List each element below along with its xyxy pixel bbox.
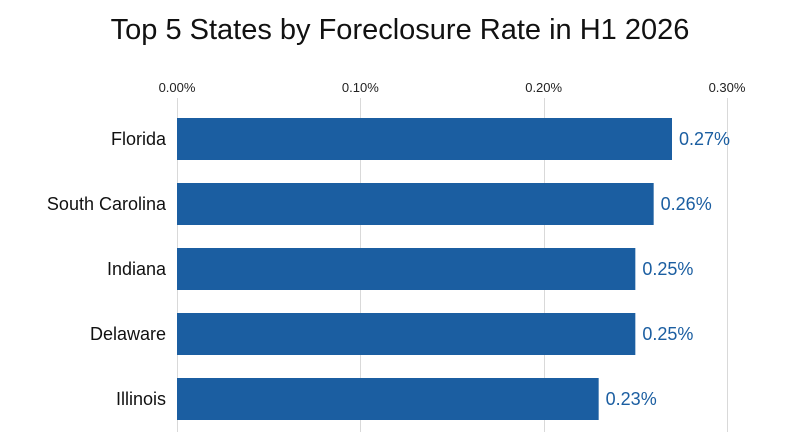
x-tick-label: 0.00% — [159, 80, 196, 95]
x-axis-ticks: 0.00% 0.10% 0.20% 0.30% — [159, 80, 746, 95]
bars — [177, 118, 672, 420]
category-label: South Carolina — [47, 194, 167, 214]
chart-title: Top 5 States by Foreclosure Rate in H1 2… — [110, 14, 690, 46]
bar — [177, 313, 636, 355]
data-label: 0.25% — [642, 324, 693, 344]
category-label: Florida — [111, 129, 167, 149]
bar — [177, 378, 599, 420]
category-label: Illinois — [116, 389, 166, 409]
data-label: 0.25% — [642, 259, 693, 279]
category-label: Delaware — [90, 324, 166, 344]
category-label: Indiana — [107, 259, 167, 279]
data-label: 0.27% — [679, 129, 730, 149]
bar — [177, 248, 636, 290]
data-label: 0.26% — [661, 194, 712, 214]
category-labels: Florida South Carolina Indiana Delaware Illi… — [47, 129, 167, 409]
bar — [177, 183, 654, 225]
bar — [177, 118, 672, 160]
x-tick-label: 0.20% — [525, 80, 562, 95]
data-label: 0.23% — [606, 389, 657, 409]
x-tick-label: 0.30% — [709, 80, 746, 95]
value-labels: 0.27% 0.26% 0.25% 0.25% 0.23% — [606, 129, 730, 409]
x-tick-label: 0.10% — [342, 80, 379, 95]
